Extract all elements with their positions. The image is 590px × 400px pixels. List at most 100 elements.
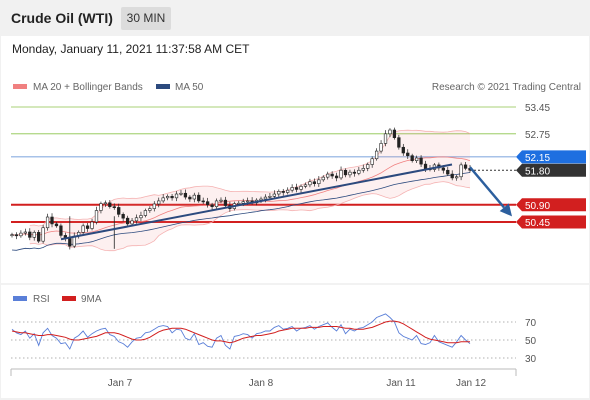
candle (223, 196, 228, 209)
candle (134, 214, 139, 224)
level-tag-text-52-15: 52.15 (525, 153, 550, 164)
rsi-tick-70: 70 (525, 318, 537, 329)
candle (112, 203, 116, 210)
candle (183, 189, 188, 200)
chart-panel (1, 36, 589, 398)
candle (463, 162, 468, 171)
candle (157, 197, 161, 208)
candle (121, 212, 125, 222)
rsi-9ma-line (11, 320, 470, 344)
candle (361, 164, 365, 173)
candle (446, 166, 450, 176)
candle (139, 211, 143, 222)
candle (188, 195, 192, 202)
candle (99, 201, 103, 214)
candle (59, 223, 63, 238)
candle (450, 170, 454, 181)
candle (206, 197, 210, 208)
candle (308, 178, 312, 188)
candle (117, 203, 121, 218)
support-trendline (60, 163, 453, 241)
candle (32, 230, 36, 241)
legend-bb-label: MA 20 + Bollinger Bands (33, 82, 143, 93)
candle (388, 128, 392, 138)
candle (28, 228, 32, 241)
datetime-label: Monday, January 11, 2021 11:37:58 AM CET (12, 42, 250, 56)
candle (339, 166, 343, 180)
candle (281, 188, 285, 196)
candle (179, 189, 183, 196)
candle (343, 168, 348, 178)
level-label-52-75: 52.75 (525, 130, 550, 141)
candle (317, 176, 321, 187)
candle (277, 189, 281, 197)
candle (303, 182, 308, 189)
candle (397, 134, 401, 150)
candle (219, 197, 223, 204)
candle (152, 201, 156, 212)
candle (321, 175, 325, 182)
candle (379, 140, 383, 154)
candle (161, 194, 165, 203)
rsi-tick-30: 30 (525, 354, 537, 365)
candle (312, 178, 317, 187)
bollinger-upper-line (29, 129, 471, 227)
candle (90, 218, 94, 231)
candle (455, 174, 459, 181)
x-tick-jan12: Jan 12 (456, 378, 486, 389)
x-tick-jan8: Jan 8 (249, 378, 274, 389)
candle (143, 208, 148, 218)
candle (357, 166, 361, 176)
instrument-title: Crude Oil (WTI) (11, 10, 113, 26)
candle (85, 222, 90, 232)
forecast-arrow (469, 166, 512, 217)
candle (214, 198, 219, 209)
candle (81, 223, 85, 236)
legend-rsi-label: RSI (33, 294, 50, 305)
level-tag-text-51-80: 51.80 (525, 166, 550, 177)
level-label-53-45: 53.45 (525, 103, 550, 114)
candle (330, 171, 334, 179)
header: Crude Oil (WTI) 30 MIN (0, 0, 590, 36)
candle (370, 156, 374, 168)
candle (352, 169, 357, 177)
legend-ma50-label: MA 50 (175, 82, 204, 93)
candle (374, 148, 379, 161)
level-tag-text-50-45: 50.45 (525, 218, 550, 229)
candle (19, 230, 23, 238)
candle (125, 215, 130, 226)
credit-text: Research © 2021 Trading Central (432, 82, 581, 93)
candle (50, 213, 54, 228)
candle (410, 153, 414, 163)
candle (192, 192, 196, 203)
legend-9ma-swatch (62, 296, 76, 301)
timeframe-button[interactable]: 30 MIN (121, 7, 171, 30)
candle (415, 155, 419, 164)
candle (148, 206, 152, 213)
candle (10, 232, 14, 238)
level-tag-50-45 (516, 215, 586, 229)
legend-rsi-swatch (13, 296, 27, 301)
candle (45, 213, 50, 231)
legend-bb-swatch (13, 84, 27, 89)
ma50-line (11, 172, 471, 251)
candle (366, 162, 370, 172)
candle (37, 229, 41, 244)
candle (326, 171, 330, 180)
candle (268, 193, 272, 199)
candle (383, 130, 388, 147)
candle (108, 199, 112, 209)
candle (103, 200, 108, 207)
candle (201, 197, 205, 205)
candle (54, 222, 59, 228)
candle (174, 191, 179, 202)
level-tag-text-50-90: 50.90 (525, 201, 550, 212)
bollinger-lower-line (29, 181, 471, 252)
candle (348, 169, 352, 178)
candle (41, 224, 45, 244)
candle (94, 206, 99, 225)
candle (286, 187, 290, 195)
legend-ma50-swatch (156, 84, 170, 89)
candle (401, 143, 405, 156)
